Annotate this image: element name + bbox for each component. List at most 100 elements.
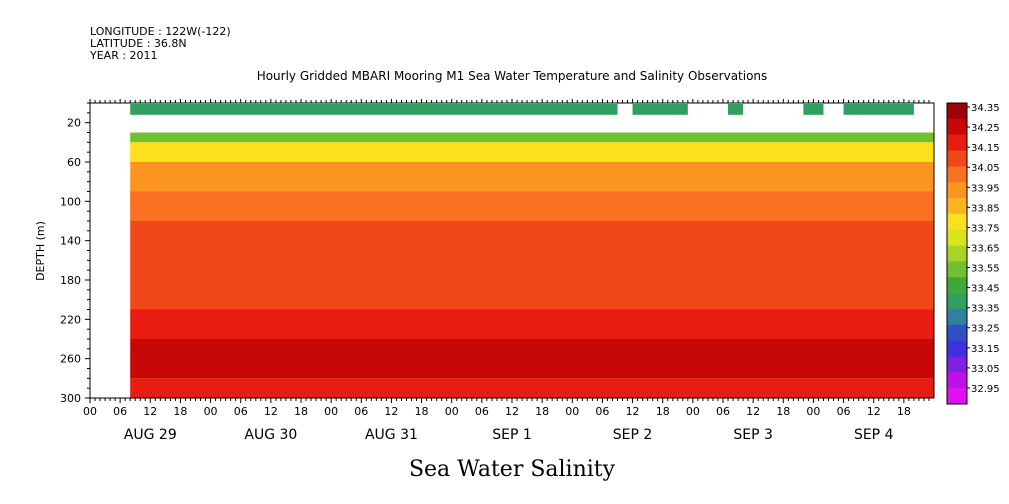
x-tick-label-14: 12 <box>505 405 519 418</box>
x-tick-label-15: 18 <box>535 405 549 418</box>
depth-layer-1 <box>130 142 934 162</box>
x-tick-label-22: 12 <box>746 405 760 418</box>
colorbar-label-8: 33.55 <box>971 264 1000 275</box>
colorbar-label-7: 33.65 <box>971 243 1000 254</box>
x-tick-label-12: 00 <box>445 405 459 418</box>
day-label-0: AUG 29 <box>124 427 177 443</box>
chart-title: Hourly Gridded MBARI Mooring M1 Sea Wate… <box>257 69 768 83</box>
y-tick-label-220: 220 <box>60 313 81 326</box>
colorbar-bin-15 <box>947 340 967 357</box>
plot-area <box>130 104 934 398</box>
x-tick-label-24: 00 <box>806 405 820 418</box>
x-tick-label-18: 12 <box>626 405 640 418</box>
colorbar-bin-10 <box>947 261 967 278</box>
y-tick-label-60: 60 <box>67 156 81 169</box>
colorbar-bin-3 <box>947 150 967 167</box>
x-tick-label-26: 12 <box>867 405 881 418</box>
colorbar-label-9: 33.45 <box>971 284 1000 295</box>
y-axis-label: DEPTH (m) <box>34 221 47 281</box>
x-tick-label-2: 12 <box>143 405 157 418</box>
colorbar-label-6: 33.75 <box>971 223 1000 234</box>
variable-label: Sea Water Salinity <box>409 457 616 482</box>
day-label-6: SEP 4 <box>854 427 894 443</box>
x-tick-label-7: 18 <box>294 405 308 418</box>
colorbar-label-1: 34.25 <box>971 123 1000 134</box>
x-tick-label-0: 00 <box>83 405 97 418</box>
colorbar-label-3: 34.05 <box>971 163 1000 174</box>
x-tick-label-16: 00 <box>565 405 579 418</box>
colorbar-bin-17 <box>947 372 967 389</box>
colorbar-bin-11 <box>947 277 967 294</box>
colorbar-label-11: 33.25 <box>971 324 1000 335</box>
depth-layer-0 <box>130 132 934 143</box>
x-tick-label-21: 06 <box>716 405 730 418</box>
x-tick-label-6: 12 <box>264 405 278 418</box>
y-tick-label-100: 100 <box>60 195 81 208</box>
x-tick-label-23: 18 <box>776 405 790 418</box>
colorbar-bin-5 <box>947 182 967 199</box>
x-tick-label-9: 06 <box>354 405 368 418</box>
colorbar-bin-18 <box>947 388 967 405</box>
colorbar-bin-12 <box>947 293 967 310</box>
depth-layer-2 <box>130 162 934 192</box>
y-tick-label-260: 260 <box>60 353 81 366</box>
y-tick-label-20: 20 <box>67 117 81 130</box>
colorbar-label-10: 33.35 <box>971 304 1000 315</box>
year-label: YEAR : 2011 <box>89 49 158 62</box>
depth-layer-7 <box>130 378 934 398</box>
x-tick-label-3: 18 <box>173 405 187 418</box>
depth-layer-6 <box>130 339 934 379</box>
colorbar-label-13: 33.05 <box>971 364 1000 375</box>
x-tick-label-4: 00 <box>204 405 218 418</box>
day-label-5: SEP 3 <box>733 427 773 443</box>
x-tick-label-8: 00 <box>324 405 338 418</box>
day-label-2: AUG 31 <box>365 427 418 443</box>
colorbar-bin-9 <box>947 245 967 262</box>
surface-segment-1 <box>632 104 688 115</box>
x-tick-label-10: 12 <box>384 405 398 418</box>
surface-segment-3 <box>803 104 824 115</box>
surface-segment-4 <box>843 104 914 115</box>
y-tick-label-300: 300 <box>60 392 81 405</box>
surface-segment-2 <box>728 104 744 115</box>
colorbar-label-2: 34.15 <box>971 143 1000 154</box>
colorbar-label-0: 34.35 <box>971 103 1000 114</box>
y-tick-label-140: 140 <box>60 235 81 248</box>
colorbar-bin-4 <box>947 166 967 183</box>
depth-layer-5 <box>130 309 934 339</box>
x-tick-label-13: 06 <box>475 405 489 418</box>
x-tick-label-19: 18 <box>656 405 670 418</box>
day-label-3: SEP 1 <box>492 427 532 443</box>
longitude-label: LONGITUDE : 122W(-122) <box>90 25 231 38</box>
surface-segment-0 <box>130 104 618 115</box>
x-tick-label-5: 06 <box>234 405 248 418</box>
x-tick-label-17: 06 <box>595 405 609 418</box>
x-tick-label-1: 06 <box>113 405 127 418</box>
colorbar-bin-8 <box>947 229 967 246</box>
depth-layer-4 <box>130 221 934 310</box>
colorbar-bin-16 <box>947 356 967 373</box>
y-tick-label-180: 180 <box>60 274 81 287</box>
colorbar-bin-2 <box>947 134 967 151</box>
depth-layer-3 <box>130 191 934 221</box>
colorbar-label-12: 33.15 <box>971 344 1000 355</box>
day-label-4: SEP 2 <box>613 427 653 443</box>
colorbar-bin-0 <box>947 103 967 120</box>
x-tick-label-11: 18 <box>415 405 429 418</box>
x-tick-label-20: 00 <box>686 405 700 418</box>
day-label-1: AUG 30 <box>244 427 297 443</box>
colorbar-label-4: 33.95 <box>971 183 1000 194</box>
colorbar-bin-6 <box>947 198 967 215</box>
x-tick-label-27: 18 <box>897 405 911 418</box>
colorbar-label-5: 33.85 <box>971 203 1000 214</box>
latitude-label: LATITUDE : 36.8N <box>90 37 187 50</box>
colorbar-bin-14 <box>947 324 967 341</box>
colorbar-label-14: 32.95 <box>971 384 1000 395</box>
colorbar-bin-13 <box>947 308 967 326</box>
colorbar-bin-7 <box>947 213 967 231</box>
x-tick-label-25: 06 <box>837 405 851 418</box>
colorbar: 34.35 34.25 34.15 34.05 33.95 33.85 33.75 33.65… <box>946 102 1000 405</box>
colorbar-frame <box>946 102 968 405</box>
